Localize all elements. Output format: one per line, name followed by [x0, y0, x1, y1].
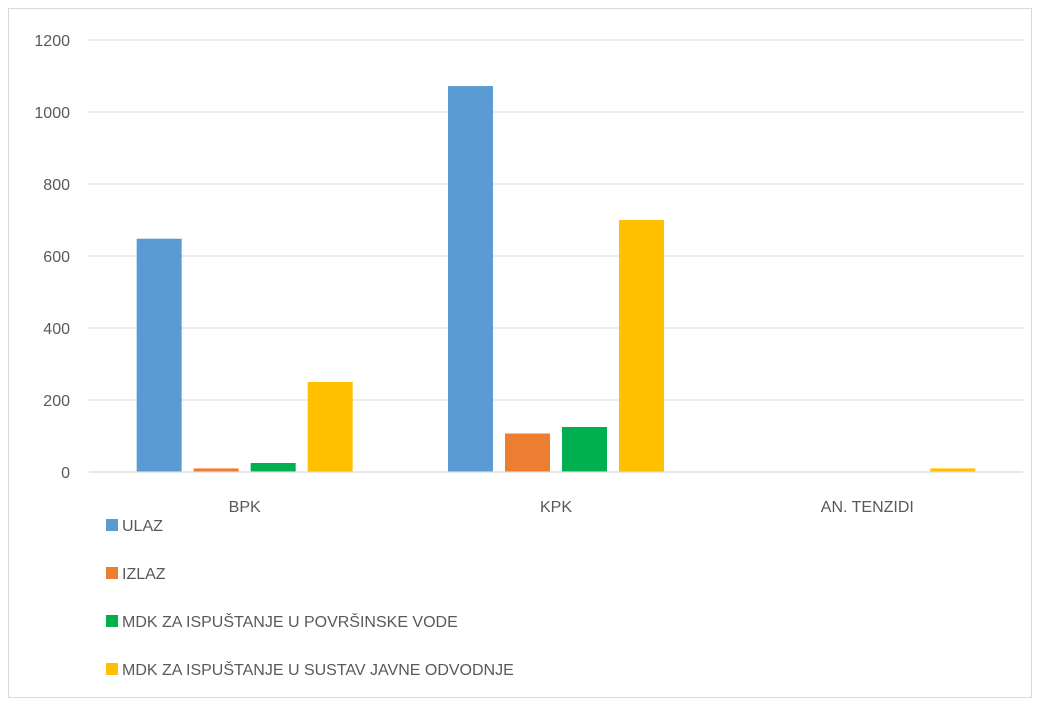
- x-category-label: KPK: [540, 499, 572, 516]
- bar-kpk-series-4: [619, 220, 664, 472]
- y-tick-label: 200: [43, 393, 70, 410]
- legend-label: IZLAZ: [122, 566, 166, 583]
- bar-an-tenzidi-series-4: [930, 468, 976, 472]
- y-tick-label: 1200: [34, 33, 70, 50]
- legend-swatch: [106, 663, 118, 675]
- legend-label: MDK ZA ISPUŠTANJE U POVRŠINSKE VODE: [122, 612, 458, 631]
- x-category-label: AN. TENZIDI: [821, 499, 914, 516]
- bar-bpk-series-2: [193, 468, 239, 472]
- y-tick-label: 400: [43, 321, 70, 338]
- gridlines: [89, 39, 1023, 401]
- legend-swatch: [106, 519, 118, 531]
- y-tick-label: 1000: [34, 105, 70, 122]
- y-tick-label: 0: [61, 465, 70, 482]
- x-category-label: BPK: [229, 499, 261, 516]
- bar-kpk-series-1: [448, 86, 493, 472]
- x-axis: BPK KPK AN. TENZIDI: [89, 471, 1023, 516]
- legend-label: MDK ZA ISPUŠTANJE U SUSTAV JAVNE ODVODNJ…: [122, 660, 514, 679]
- legend-swatch: [106, 615, 118, 627]
- bar-bpk-series-4: [307, 382, 353, 472]
- y-axis-ticks: 0 200 400 600 800 1000 1200: [34, 33, 70, 482]
- bars: [136, 86, 976, 472]
- bar-kpk-series-2: [505, 433, 550, 472]
- legend-label: ULAZ: [122, 518, 163, 535]
- bar-kpk-series-3: [562, 427, 607, 472]
- bar-bpk-series-1: [136, 238, 182, 472]
- y-tick-label: 600: [43, 249, 70, 266]
- legend-swatch: [106, 567, 118, 579]
- legend: ULAZ IZLAZ MDK ZA ISPUŠTANJE U POVRŠINSKE …: [106, 518, 514, 679]
- y-tick-label: 800: [43, 177, 70, 194]
- bar-bpk-series-3: [250, 463, 296, 472]
